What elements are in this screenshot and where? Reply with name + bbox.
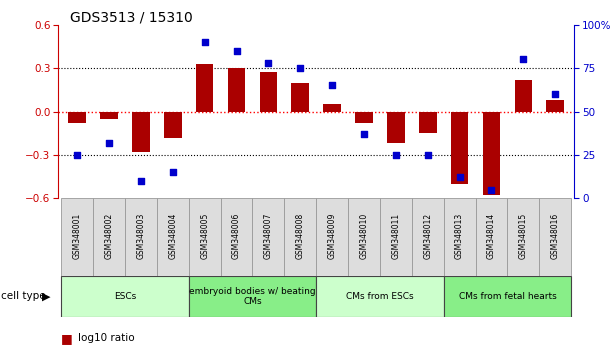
Bar [125, 198, 157, 276]
Text: GSM348001: GSM348001 [73, 212, 82, 259]
Text: embryoid bodies w/ beating
CMs: embryoid bodies w/ beating CMs [189, 287, 316, 306]
Bar [387, 112, 404, 143]
Text: log10 ratio: log10 ratio [78, 333, 135, 343]
Bar [451, 112, 469, 184]
Text: GSM348011: GSM348011 [392, 212, 400, 259]
Bar [514, 80, 532, 112]
Text: cell type: cell type [1, 291, 46, 302]
Point [423, 152, 433, 158]
Text: GSM348016: GSM348016 [551, 212, 560, 259]
Text: GSM348007: GSM348007 [264, 212, 273, 259]
Text: GSM348005: GSM348005 [200, 212, 209, 259]
Point [136, 178, 146, 184]
Bar [540, 198, 571, 276]
Bar [475, 198, 507, 276]
Point [551, 91, 560, 97]
Point [519, 57, 529, 62]
Bar [164, 112, 181, 138]
Text: GSM348003: GSM348003 [136, 212, 145, 259]
Point [232, 48, 241, 53]
Bar [252, 198, 284, 276]
Point [391, 152, 401, 158]
Text: GSM348014: GSM348014 [487, 212, 496, 259]
Bar [221, 198, 252, 276]
Bar [68, 112, 86, 123]
Bar [132, 112, 150, 152]
Bar [189, 198, 221, 276]
Bar [412, 198, 444, 276]
Point [486, 187, 496, 193]
Point [359, 131, 369, 137]
Point [295, 65, 305, 71]
Bar [260, 73, 277, 112]
Text: GSM348013: GSM348013 [455, 212, 464, 259]
Bar [61, 276, 189, 317]
Text: ▶: ▶ [42, 291, 50, 302]
Point [263, 60, 273, 66]
Bar [93, 198, 125, 276]
Bar [316, 276, 444, 317]
Bar [380, 198, 412, 276]
Point [200, 39, 210, 45]
Text: GSM348002: GSM348002 [104, 212, 114, 259]
Bar [284, 198, 316, 276]
Text: GSM348012: GSM348012 [423, 212, 432, 259]
Bar [444, 276, 571, 317]
Text: GSM348015: GSM348015 [519, 212, 528, 259]
Text: GDS3513 / 15310: GDS3513 / 15310 [70, 11, 193, 25]
Point [455, 175, 464, 180]
Bar [323, 104, 341, 112]
Bar [507, 198, 540, 276]
Point [72, 152, 82, 158]
Point [327, 82, 337, 88]
Bar [291, 82, 309, 112]
Bar [355, 112, 373, 123]
Bar [316, 198, 348, 276]
Text: ESCs: ESCs [114, 292, 136, 301]
Point [168, 170, 178, 175]
Bar [100, 112, 118, 119]
Bar [348, 198, 380, 276]
Text: GSM348009: GSM348009 [327, 212, 337, 259]
Bar [196, 64, 213, 112]
Bar [483, 112, 500, 195]
Bar [444, 198, 475, 276]
Bar [157, 198, 189, 276]
Text: ■: ■ [61, 332, 73, 344]
Text: GSM348008: GSM348008 [296, 212, 305, 259]
Text: GSM348010: GSM348010 [359, 212, 368, 259]
Bar [228, 68, 245, 112]
Text: CMs from fetal hearts: CMs from fetal hearts [458, 292, 556, 301]
Bar [189, 276, 316, 317]
Bar [61, 198, 93, 276]
Bar [419, 112, 436, 133]
Point [104, 140, 114, 145]
Text: GSM348004: GSM348004 [168, 212, 177, 259]
Bar [546, 100, 564, 112]
Text: CMs from ESCs: CMs from ESCs [346, 292, 414, 301]
Text: GSM348006: GSM348006 [232, 212, 241, 259]
